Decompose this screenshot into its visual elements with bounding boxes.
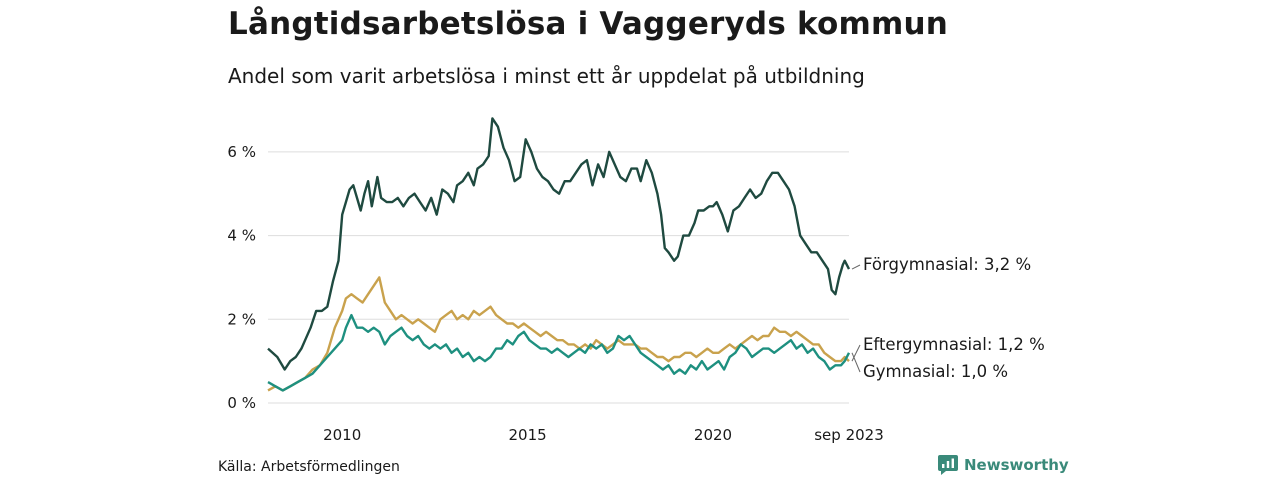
y-tick-label: 4 %: [227, 227, 256, 245]
newsworthy-brand[interactable]: Newsworthy: [938, 455, 1069, 475]
end-label: Eftergymnasial: 1,2 %: [863, 335, 1045, 354]
end-label: Gymnasial: 1,0 %: [863, 362, 1008, 381]
end-label-leader: [851, 264, 861, 270]
y-tick-label: 0 %: [227, 394, 256, 412]
y-tick-label: 2 %: [227, 310, 256, 328]
x-tick-label: 2010: [323, 426, 361, 444]
x-tick-label: 2015: [508, 426, 546, 444]
y-tick-label: 6 %: [227, 143, 256, 161]
end-label-leader: [851, 344, 861, 362]
x-tick-label: sep 2023: [814, 426, 884, 444]
x-tick-label: 2020: [694, 426, 732, 444]
end-label-leader: [851, 352, 861, 373]
series-line-gymnasial: [267, 313, 851, 392]
chart-title: Långtidsarbetslösa i Vaggeryds kommun: [228, 6, 948, 42]
series-line-eftergymnasial: [267, 276, 850, 392]
end-label: Förgymnasial: 3,2 %: [863, 255, 1031, 274]
source-note: Källa: Arbetsförmedlingen: [218, 459, 400, 475]
chart-subtitle: Andel som varit arbetslösa i minst ett å…: [228, 64, 865, 88]
newsworthy-logo-icon: [938, 455, 958, 475]
brand-name: Newsworthy: [964, 456, 1069, 474]
series-line-f-rgymnasial: [267, 117, 851, 371]
